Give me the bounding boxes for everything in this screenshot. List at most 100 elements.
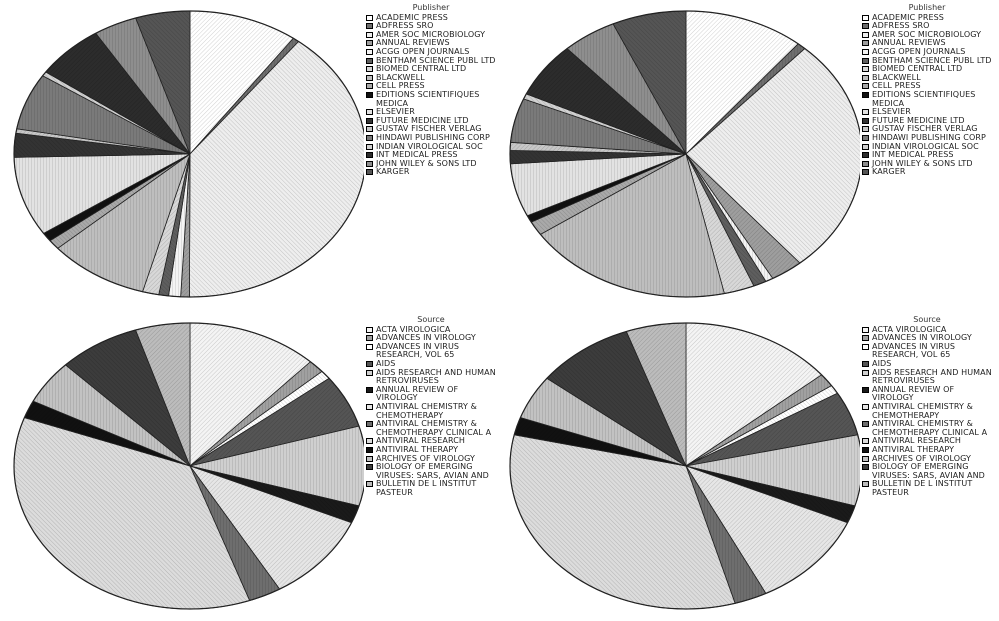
legend-item: ADVANCES IN VIROLOGY — [366, 334, 496, 343]
legend-item: HINDAWI PUBLISHING CORP — [366, 132, 496, 143]
legend-swatch — [862, 464, 869, 471]
legend-item: AIDS RESEARCH AND HUMAN RETROVIRUSES — [862, 367, 992, 386]
legend-label: INT MEDICAL PRESS — [872, 150, 954, 160]
legend-swatch — [862, 438, 869, 445]
legend-swatch — [862, 83, 869, 90]
pie-chart — [509, 322, 860, 610]
legend-item: BENTHAM SCIENCE PUBL LTD — [366, 56, 496, 66]
legend-item: ELSEVIER — [862, 108, 992, 117]
legend-swatch — [862, 126, 869, 133]
legend-swatch — [862, 403, 869, 410]
chart-panel-bottom-right: Source ACTA VIROLOGICA ADVANCES IN VIROLOG… — [500, 315, 995, 621]
legend-item: ARCHIVES OF VIROLOGY — [366, 453, 496, 464]
legend-swatch — [366, 109, 373, 116]
legend-item: EDITIONS SCIENTIFIQUES MEDICA — [862, 90, 992, 108]
legend-item: HINDAWI PUBLISHING CORP — [862, 133, 992, 143]
legend-label: BIOLOGY OF EMERGING VIRUSES: SARS, AVIAN… — [872, 462, 985, 480]
legend-swatch — [862, 160, 869, 167]
legend-label: CELL PRESS — [872, 81, 921, 91]
legend-item: ANTIVIRAL CHEMISTRY & CHEMOTHERAPY — [862, 401, 992, 420]
legend-swatch — [862, 66, 869, 73]
legend-swatch — [862, 446, 869, 453]
legend-label: AMER SOC MICROBIOLOGY — [872, 29, 982, 39]
legend-label: ANNUAL REVIEWS — [872, 38, 946, 48]
legend-swatch — [862, 169, 869, 176]
legend-swatch — [366, 40, 373, 47]
legend-item: ANNUAL REVIEWS — [862, 39, 992, 48]
legend-label: FUTURE MEDICINE LTD — [872, 115, 965, 125]
legend-item: AIDS — [862, 359, 992, 369]
legend-swatch — [862, 91, 869, 98]
legend-label: ARCHIVES OF VIROLOGY — [376, 453, 476, 463]
legend-item: KARGER — [862, 168, 992, 177]
legend-label: INDIAN VIROLOGICAL SOC — [376, 141, 483, 151]
legend-title: Publisher — [908, 3, 946, 12]
legend-label: ANTIVIRAL CHEMISTRY & CHEMOTHERAPY — [872, 401, 973, 420]
legend-item: ANTIVIRAL RESEARCH — [862, 437, 992, 446]
legend-swatch — [862, 421, 869, 428]
legend-item: FUTURE MEDICINE LTD — [862, 115, 992, 126]
legend-item: BIOLOGY OF EMERGING VIRUSES: SARS, AVIAN… — [862, 462, 992, 480]
legend-label: ELSEVIER — [376, 107, 415, 117]
legend-item: BLACKWELL — [366, 73, 496, 83]
legend: Publisher ACADEMIC PRESS ADFRESS SRO AMER S… — [862, 3, 992, 177]
legend-swatch — [366, 23, 373, 30]
legend-swatch — [366, 369, 373, 376]
legend-item: ANNUAL REVIEWS — [366, 39, 496, 48]
legend-swatch — [862, 360, 869, 367]
legend-label: AIDS RESEARCH AND HUMAN RETROVIRUSES — [872, 367, 992, 386]
legend-label: ACTA VIROLOGICA — [872, 324, 947, 334]
legend: Source ACTA VIROLOGICA ADVANCES IN VIROLOG… — [862, 315, 992, 497]
legend-label: ACGG OPEN JOURNALS — [376, 46, 470, 56]
legend-label: ADVANCES IN VIRUS RESEARCH, VOL 65 — [376, 341, 460, 360]
legend-label: HINDAWI PUBLISHING CORP — [376, 132, 490, 142]
legend-item: AMER SOC MICROBIOLOGY — [366, 30, 496, 40]
legend-label: INT MEDICAL PRESS — [376, 150, 458, 160]
legend-label: ARCHIVES OF VIROLOGY — [872, 453, 972, 463]
legend-title: Publisher — [412, 3, 450, 12]
legend-label: AIDS — [376, 358, 396, 368]
legend-swatch — [862, 152, 869, 159]
legend-swatch — [366, 74, 373, 81]
legend-swatch — [366, 117, 373, 124]
legend-label: ADFRESS SRO — [872, 21, 930, 31]
legend-swatch — [862, 48, 869, 55]
legend-label: ANTIVIRAL CHEMISTRY & CHEMOTHERAPY CLINI… — [872, 419, 988, 437]
legend-item: ACADEMIC PRESS — [366, 13, 496, 23]
legend-swatch — [366, 126, 373, 133]
legend-swatch — [366, 31, 373, 38]
legend-item: INT MEDICAL PRESS — [366, 150, 496, 160]
legend-item: ADVANCES IN VIRUS RESEARCH, VOL 65 — [366, 341, 496, 360]
pie-chart — [13, 10, 364, 298]
legend-label: ACGG OPEN JOURNALS — [872, 46, 966, 56]
legend-item: CELL PRESS — [862, 82, 992, 91]
legend-item: BIOMED CENTRAL LTD — [862, 65, 992, 74]
legend-label: BIOLOGY OF EMERGING VIRUSES: SARS, AVIAN… — [376, 462, 489, 480]
legend-swatch — [366, 386, 373, 393]
legend-item: ACTA VIROLOGICA — [366, 325, 496, 335]
legend-label: GUSTAV FISCHER VERLAG — [376, 124, 482, 134]
legend-label: CELL PRESS — [376, 81, 425, 91]
legend-item: AIDS RESEARCH AND HUMAN RETROVIRUSES — [366, 368, 496, 386]
legend-label: ADVANCES IN VIRUS RESEARCH, VOL 65 — [872, 341, 956, 360]
legend-item: ACGG OPEN JOURNALS — [862, 46, 992, 57]
legend-item: JOHN WILEY & SONS LTD — [366, 158, 496, 169]
legend-swatch — [366, 464, 373, 471]
legend-label: BENTHAM SCIENCE PUBL LTD — [872, 55, 992, 65]
legend-item: BIOLOGY OF EMERGING VIRUSES: SARS, AVIAN… — [366, 462, 496, 480]
legend-item: ANNUAL REVIEW OF VIROLOGY — [862, 385, 992, 403]
legend-label: ANTIVIRAL THERAPY — [872, 444, 955, 454]
legend-swatch — [862, 40, 869, 47]
legend-item: EDITIONS SCIENTIFIQUES MEDICA — [366, 90, 496, 108]
legend-swatch — [366, 143, 373, 150]
legend-label: BULLETIN DE L INSTITUT PASTEUR — [376, 479, 477, 497]
legend-item: ADFRESS SRO — [862, 22, 992, 31]
legend-swatch — [366, 48, 373, 55]
legend-item: AIDS — [366, 358, 496, 369]
legend-item: ADFRESS SRO — [366, 22, 496, 31]
legend-label: JOHN WILEY & SONS LTD — [376, 158, 477, 168]
legend-swatch — [366, 160, 373, 167]
legend-label: INDIAN VIROLOGICAL SOC — [872, 141, 979, 151]
legend-swatch — [366, 326, 373, 333]
legend-swatch — [862, 335, 869, 342]
